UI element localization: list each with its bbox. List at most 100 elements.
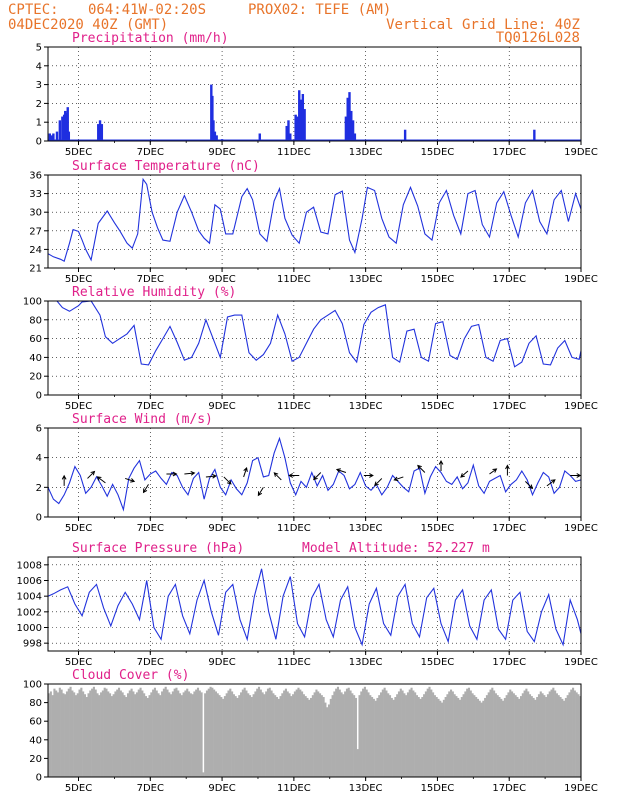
- header-grid-note: Vertical Grid Line: 40Z: [386, 17, 580, 33]
- cloud-cover-bar: [579, 696, 582, 777]
- cloud-cover-bar: [286, 691, 289, 777]
- cloud-cover-bar: [358, 695, 361, 777]
- cloud-cover-bar: [367, 692, 370, 777]
- cloud-cover-bar: [426, 688, 429, 777]
- surface-pressure-xtick-label: 17DEC: [492, 657, 526, 668]
- cloud-cover-bar: [250, 697, 253, 777]
- cloud-cover-bar: [216, 693, 219, 777]
- surface-wind-xtick-label: 11DEC: [277, 523, 311, 534]
- cloud-cover-bar: [170, 694, 173, 777]
- cloud-cover-bar: [500, 698, 503, 777]
- cloud-cover-bar: [103, 687, 106, 777]
- precip-bar: [55, 131, 59, 141]
- relative-humidity-xtick-label: 5DEC: [65, 401, 92, 412]
- cloud-cover-bar: [71, 690, 74, 777]
- precip-bar: [67, 131, 71, 141]
- cloud-cover-bar: [399, 688, 402, 777]
- surface-pressure-line: [47, 568, 582, 647]
- cloud-cover-bar: [530, 696, 533, 777]
- cloud-cover-panel: Cloud Cover (%) 0 20 40 60 80 100 5DEC 7DEC 9DEC 1…: [23, 668, 598, 794]
- cloud-cover-bar: [315, 689, 318, 777]
- cloud-cover-bar: [161, 691, 164, 777]
- cloud-cover-bar: [403, 693, 406, 777]
- cloud-cover-bar: [227, 690, 230, 777]
- cloud-cover-bar: [225, 693, 228, 777]
- cloud-cover-bar: [428, 686, 431, 777]
- cloud-cover-bar: [130, 688, 133, 777]
- cloud-cover-bar: [231, 691, 234, 777]
- cloud-cover-bar: [100, 692, 103, 777]
- cloud-cover-bar: [437, 698, 440, 777]
- cloud-cover-bar: [528, 694, 532, 777]
- cloud-cover-bar: [397, 691, 401, 777]
- cloud-cover-bar: [209, 686, 212, 777]
- cloud-cover-bar: [417, 697, 420, 777]
- relative-humidity-ytick-label: 100: [23, 297, 42, 308]
- cloud-cover-bar: [82, 691, 85, 777]
- cloud-cover-ytick-label: 80: [29, 698, 42, 709]
- cloud-cover-bar: [283, 690, 286, 777]
- wind-vector-arrow: [96, 476, 106, 484]
- cloud-cover-bar: [222, 698, 225, 777]
- cloud-cover-bar: [243, 687, 246, 777]
- cloud-cover-bar: [213, 689, 216, 777]
- cloud-cover-bar: [123, 695, 126, 777]
- cloud-cover-bar: [166, 689, 169, 777]
- surface-pressure-ytick-label: 1008: [17, 560, 42, 571]
- cloud-cover-bar: [568, 692, 571, 777]
- cloud-cover-bar: [247, 693, 250, 777]
- surface-wind-line: [47, 436, 582, 512]
- cloud-cover-bar: [200, 692, 203, 777]
- cloud-cover-bar: [155, 690, 158, 777]
- precip-bar: [344, 116, 348, 141]
- precip-bar: [212, 120, 215, 141]
- cloud-cover-bar: [263, 694, 266, 777]
- cloud-cover-bar: [238, 695, 241, 777]
- cloud-cover-bar: [573, 690, 576, 777]
- cloud-cover-bar: [415, 695, 418, 777]
- cloud-cover-bar: [134, 694, 137, 777]
- cloud-cover-bar: [453, 694, 456, 777]
- cloud-cover-bar: [293, 691, 296, 777]
- wind-vector-arrow: [363, 473, 374, 478]
- cloud-cover-bar: [96, 693, 99, 777]
- cloud-cover-bar: [455, 696, 458, 777]
- precip-bar: [100, 124, 104, 141]
- cloud-cover-bar: [73, 692, 76, 777]
- precipitation-ytick-label: 5: [36, 43, 42, 54]
- cloud-cover-bar: [266, 688, 270, 777]
- cloud-cover-bar: [299, 689, 302, 777]
- surface-pressure-xtick-label: 9DEC: [208, 657, 235, 668]
- cloud-cover-ytick-label: 60: [29, 717, 42, 728]
- cloud-cover-bar: [509, 689, 512, 777]
- cloud-cover-bar: [430, 689, 433, 777]
- cloud-cover-bar: [204, 693, 207, 777]
- cloud-cover-bar: [254, 691, 257, 777]
- cloud-cover-bar: [512, 693, 515, 777]
- wind-vector-arrow: [87, 470, 96, 479]
- precipitation-xtick-label: 11DEC: [277, 147, 311, 158]
- cloud-cover-bar: [55, 690, 58, 777]
- precipitation-ytick-label: 0: [36, 137, 42, 148]
- cloud-cover-bar: [392, 699, 395, 777]
- precipitation-title: Precipitation (mm/h): [72, 31, 229, 46]
- cloud-cover-bar: [187, 691, 191, 777]
- cloud-cover-bar: [164, 686, 167, 777]
- precip-bar: [98, 120, 102, 141]
- header-date: 04DEC2020 40Z (GMT): [8, 17, 168, 33]
- precip-bar: [289, 133, 292, 141]
- precipitation-xtick-label: 9DEC: [208, 147, 235, 158]
- cloud-cover-bar: [318, 693, 322, 777]
- surface-pressure-ytick-label: 1004: [17, 592, 42, 603]
- cloud-cover-bar: [347, 687, 350, 777]
- cloud-cover-bar: [65, 691, 69, 777]
- surface-temperature-ytick-label: 36: [29, 171, 42, 182]
- cloud-cover-bar: [446, 694, 449, 777]
- cloud-cover-bar: [548, 691, 551, 777]
- cloud-cover-bar: [457, 697, 460, 777]
- cloud-cover-bar: [302, 694, 305, 777]
- surface-wind-xtick-label: 15DEC: [421, 523, 455, 534]
- cloud-cover-bar: [92, 686, 95, 777]
- cloud-cover-title: Cloud Cover (%): [72, 668, 189, 683]
- surface-temperature-xtick-label: 5DEC: [65, 274, 92, 285]
